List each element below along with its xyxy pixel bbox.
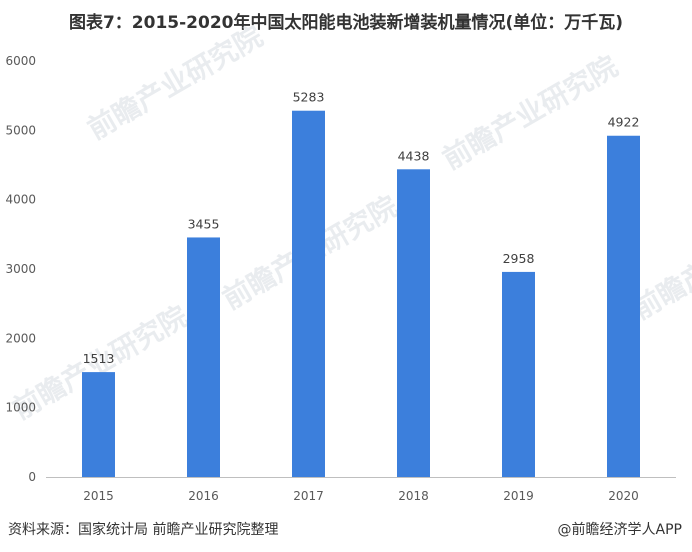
data-label: 3455: [188, 216, 220, 231]
x-tick-label: 2017: [293, 489, 324, 503]
data-label: 4438: [398, 148, 430, 163]
bar: [187, 237, 220, 477]
bars: 1513 3455 5283 4438 2958 4922: [82, 90, 640, 478]
x-tick-label: 2019: [503, 489, 534, 503]
x-tick-label: 2016: [188, 489, 219, 503]
bar: [397, 169, 430, 478]
y-tick-label: 2000: [5, 331, 36, 345]
bar: [82, 372, 115, 477]
x-axis: 2015 2016 2017 2018 2019 2020: [46, 477, 676, 503]
y-tick-label: 4000: [5, 193, 36, 207]
watermark-text: 前瞻产业研究院: [437, 49, 623, 176]
bar: [292, 110, 325, 477]
y-tick-label: 3000: [5, 262, 36, 276]
chart-title: 图表7：2015-2020年中国太阳能电池装新增装机量情况(单位：万千瓦): [68, 13, 624, 33]
data-label: 1513: [83, 351, 115, 366]
data-label: 4922: [608, 115, 640, 130]
y-tick-label: 6000: [5, 54, 36, 68]
x-tick-label: 2018: [398, 489, 429, 503]
x-tick-label: 2020: [608, 489, 639, 503]
data-label: 5283: [293, 90, 325, 105]
y-tick-label: 1000: [5, 401, 36, 415]
y-tick-label: 0: [28, 470, 36, 484]
y-tick-label: 5000: [5, 123, 36, 137]
bar: [502, 271, 535, 477]
bar: [607, 135, 640, 477]
y-axis: 0 1000 2000 3000 4000 5000 6000: [5, 54, 36, 484]
x-tick-label: 2015: [83, 489, 114, 503]
brand-credit: @前瞻经济学人APP: [557, 522, 682, 538]
watermark-text: 前瞻产业研究院: [82, 19, 268, 146]
data-label: 2958: [503, 251, 535, 266]
source-note: 资料来源：国家统计局 前瞻产业研究院整理: [8, 522, 279, 538]
